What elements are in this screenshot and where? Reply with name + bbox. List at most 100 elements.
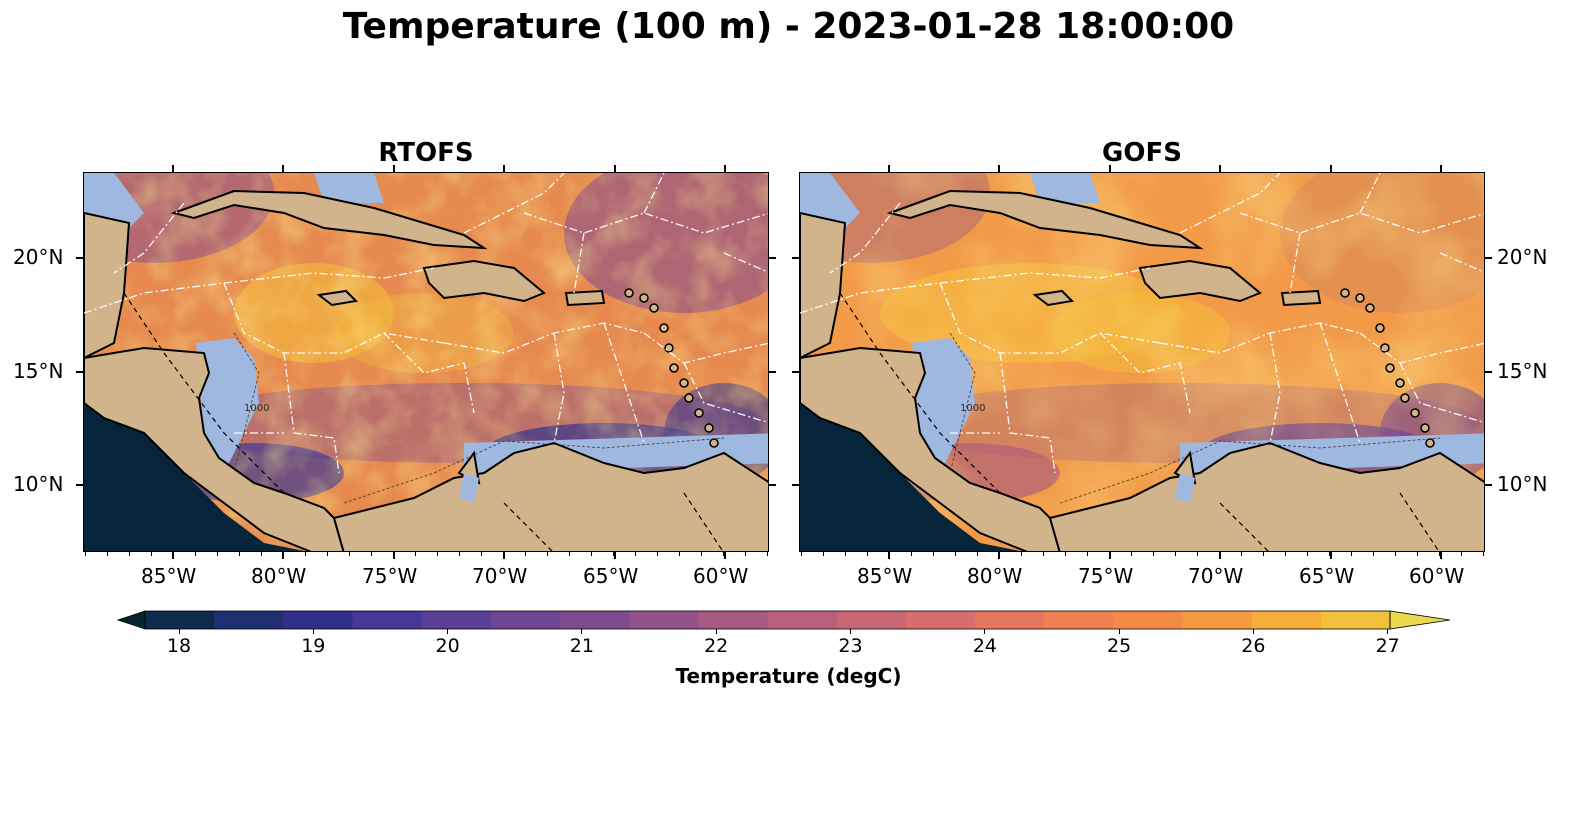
- minor-tick: [1373, 552, 1374, 556]
- colorbar-tick-label: 25: [1107, 635, 1132, 657]
- minor-tick: [1461, 552, 1462, 556]
- colorbar-segment: [560, 611, 630, 629]
- colorbar-frame: [144, 610, 1391, 630]
- colorbar-segment: [975, 611, 1045, 629]
- lon-tick-label: 80°W: [251, 564, 307, 588]
- colorbar-segment: [767, 611, 838, 629]
- minor-tick: [1197, 552, 1198, 556]
- minor-tick: [1285, 552, 1286, 556]
- minor-tick: [1153, 552, 1154, 556]
- lon-tick-label: 80°W: [967, 564, 1023, 588]
- minor-tick: [525, 552, 526, 556]
- minor-tick: [845, 552, 846, 556]
- minor-tick: [503, 552, 504, 556]
- lat-tick-label: 15°N: [1497, 359, 1548, 383]
- lon-tick: [888, 165, 890, 172]
- minor-tick: [679, 552, 680, 556]
- colorbar-segment: [214, 611, 284, 629]
- minor-tick: [767, 552, 768, 556]
- minor-tick: [1043, 552, 1044, 556]
- colorbar-segment: [1320, 611, 1391, 629]
- minor-tick: [459, 552, 460, 556]
- minor-tick: [217, 552, 218, 556]
- colorbar-segment: [490, 611, 561, 629]
- lon-tick-label: 65°W: [583, 564, 639, 588]
- colorbar: [116, 610, 1451, 630]
- minor-tick: [701, 552, 702, 556]
- colorbar-extend-max: [1389, 610, 1451, 630]
- minor-tick: [261, 552, 262, 556]
- minor-tick: [415, 552, 416, 556]
- lat-tick: [769, 484, 776, 486]
- lon-tick-label: 60°W: [693, 564, 749, 588]
- minor-tick: [1087, 552, 1088, 556]
- colorbar-tick-label: 24: [972, 635, 997, 657]
- colorbar-tick-label: 26: [1241, 635, 1266, 657]
- minor-tick: [481, 552, 482, 556]
- lat-tick: [769, 371, 776, 373]
- lon-tick: [1440, 165, 1442, 172]
- colorbar-tick: [984, 629, 986, 634]
- colorbar-tick: [581, 629, 583, 634]
- lat-tick-label: 10°N: [13, 472, 64, 496]
- minor-tick: [635, 552, 636, 556]
- colorbar-tick: [715, 629, 717, 634]
- lon-tick: [1219, 165, 1221, 172]
- figure-title: Temperature (100 m) - 2023-01-28 18:00:0…: [342, 6, 1235, 47]
- minor-tick: [151, 552, 152, 556]
- lon-tick-label: 85°W: [141, 564, 197, 588]
- colorbar-segment: [698, 611, 768, 629]
- minor-tick: [305, 552, 306, 556]
- lon-tick-label: 75°W: [1078, 564, 1134, 588]
- colorbar-tick-label: 23: [838, 635, 863, 657]
- colorbar-tick-label: 22: [704, 635, 729, 657]
- minor-tick: [107, 552, 108, 556]
- minor-tick: [1417, 552, 1418, 556]
- lon-tick: [503, 165, 505, 172]
- lon-tick-label: 60°W: [1409, 564, 1465, 588]
- minor-tick: [823, 552, 824, 556]
- minor-tick: [1439, 552, 1440, 556]
- colorbar-tick: [1118, 629, 1120, 634]
- map-gofs: 1000: [799, 172, 1485, 552]
- colorbar-label: Temperature (degC): [675, 664, 902, 688]
- lat-tick: [1485, 371, 1492, 373]
- lat-tick: [76, 257, 83, 259]
- colorbar-segment: [283, 611, 353, 629]
- minor-tick: [173, 552, 174, 556]
- colorbar-tick: [447, 629, 449, 634]
- minor-tick: [591, 552, 592, 556]
- colorbar-tick-label: 21: [569, 635, 594, 657]
- lon-tick-label: 70°W: [1188, 564, 1244, 588]
- minor-tick: [1329, 552, 1330, 556]
- lat-tick: [76, 484, 83, 486]
- map-rtofs: 1000: [83, 172, 769, 552]
- colorbar-segment: [1251, 611, 1322, 629]
- minor-tick: [85, 552, 86, 556]
- lon-tick-label: 65°W: [1299, 564, 1355, 588]
- lon-tick: [1109, 165, 1111, 172]
- lat-tick: [792, 371, 799, 373]
- lon-tick-label: 70°W: [472, 564, 528, 588]
- colorbar-segment: [629, 611, 699, 629]
- lat-tick: [792, 257, 799, 259]
- minor-tick: [1395, 552, 1396, 556]
- minor-tick: [1241, 552, 1242, 556]
- lat-tick: [76, 371, 83, 373]
- lon-tick: [1109, 552, 1111, 559]
- minor-tick: [933, 552, 934, 556]
- colorbar-tick: [312, 629, 314, 634]
- minor-tick: [327, 552, 328, 556]
- minor-tick: [911, 552, 912, 556]
- colorbar-segment: [1182, 611, 1253, 629]
- colorbar-tick-label: 27: [1375, 635, 1400, 657]
- lon-tick: [724, 165, 726, 172]
- minor-tick: [745, 552, 746, 556]
- lon-tick: [614, 165, 616, 172]
- contour-label: 1000: [244, 403, 269, 414]
- minor-tick: [349, 552, 350, 556]
- lon-tick: [1440, 552, 1442, 559]
- lat-tick: [769, 257, 776, 259]
- lat-tick-label: 10°N: [1497, 472, 1548, 496]
- minor-tick: [1351, 552, 1352, 556]
